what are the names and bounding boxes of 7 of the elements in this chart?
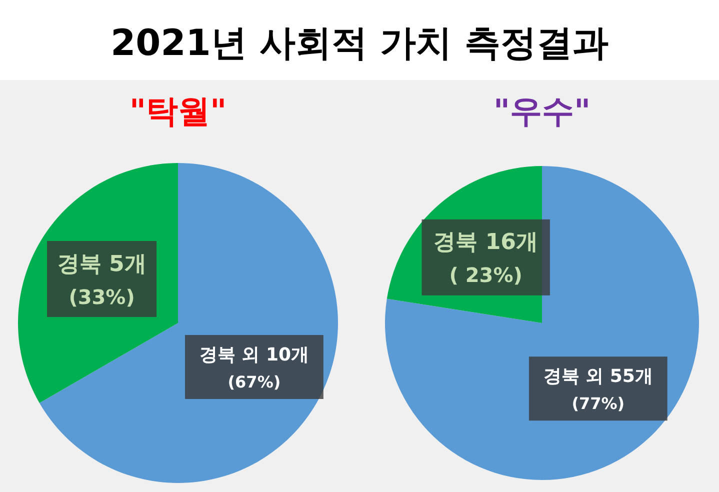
slice-label: 경북 16개 ( 23%) — [434, 230, 538, 288]
chart-title: 2021년 사회적 가치 측정결과 — [110, 23, 608, 64]
chart-subtitle: "우수" — [493, 92, 591, 130]
slice-label: 경북 5개 (33%) — [57, 252, 146, 309]
chart-subtitle: "탁월" — [129, 92, 227, 130]
slice-label: 경북 외 10개 (67%) — [199, 344, 310, 392]
slice-label: 경북 외 55개 (77%) — [543, 366, 653, 413]
